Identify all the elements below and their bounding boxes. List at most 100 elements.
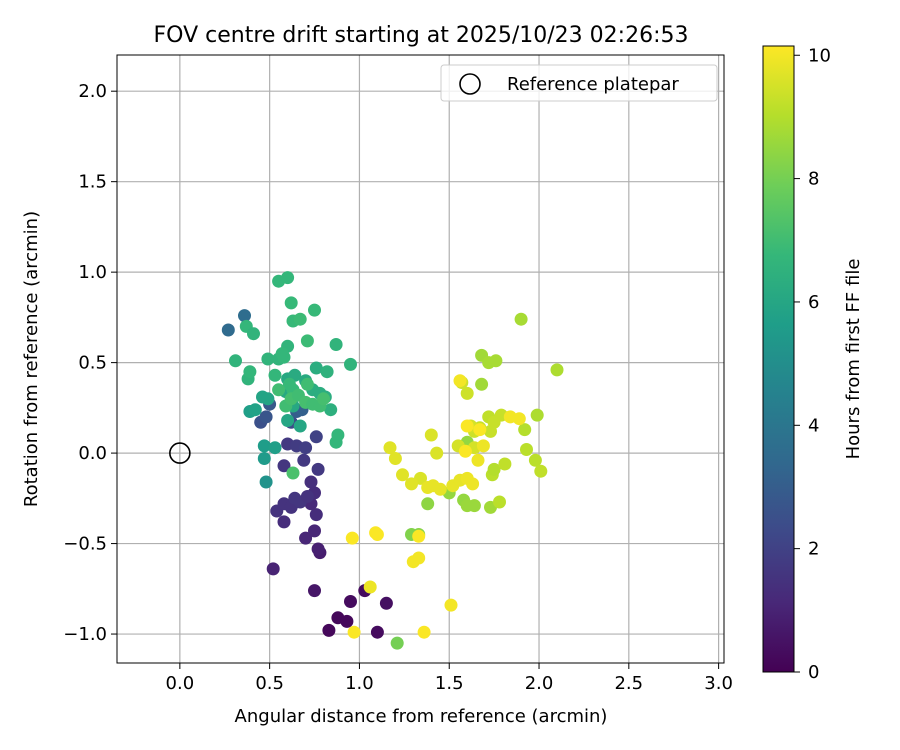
grid-lines	[117, 55, 724, 663]
data-point	[286, 466, 300, 480]
data-point	[247, 327, 260, 341]
data-point	[329, 338, 343, 351]
data-point	[308, 584, 321, 598]
legend-marker-reference	[459, 73, 481, 95]
y-tick-label: −1.0	[63, 624, 107, 645]
data-point	[458, 444, 472, 458]
data-point	[417, 625, 431, 639]
data-point	[471, 453, 485, 467]
data-point	[444, 598, 458, 612]
data-point	[277, 459, 291, 473]
data-point	[421, 497, 435, 511]
data-point	[476, 439, 490, 453]
data-point	[518, 423, 532, 437]
data-point	[534, 464, 548, 478]
data-point	[370, 528, 384, 541]
y-ticks: −1.0 −0.5 0.0 0.5 1.0 1.5 2.0	[63, 81, 117, 645]
data-point	[363, 580, 377, 594]
data-point	[460, 386, 474, 400]
data-point	[388, 452, 402, 465]
data-point	[248, 403, 262, 417]
data-point	[221, 323, 235, 337]
data-point	[293, 419, 307, 433]
data-point	[493, 495, 506, 509]
y-axis-label: Rotation from reference (arcmin)	[21, 211, 42, 507]
colorbar-label: Hours from first FF file	[843, 259, 864, 460]
data-point	[473, 423, 487, 437]
data-point	[277, 515, 291, 529]
data-point	[379, 596, 393, 610]
data-point	[299, 531, 313, 545]
data-point	[331, 428, 345, 442]
data-point	[309, 508, 323, 522]
data-point	[487, 462, 501, 476]
x-tick-label: 2.5	[614, 673, 643, 694]
data-point	[433, 482, 447, 496]
legend: Reference platepar	[440, 64, 718, 102]
data-point	[424, 428, 438, 442]
data-point	[514, 312, 528, 326]
data-point	[229, 354, 242, 368]
data-point	[489, 354, 503, 368]
y-tick-label: 1.0	[78, 262, 107, 283]
data-point	[324, 403, 338, 417]
reference-layer	[169, 442, 191, 464]
data-point	[370, 625, 384, 639]
data-point	[238, 309, 251, 323]
data-point	[460, 419, 474, 433]
data-point	[405, 477, 418, 491]
y-tick-label: −0.5	[63, 534, 107, 555]
data-point	[383, 441, 397, 455]
x-tick-label: 1.5	[435, 673, 464, 694]
data-point	[344, 595, 357, 608]
data-point	[281, 414, 295, 427]
data-point	[308, 524, 321, 538]
plot-frame	[116, 54, 725, 664]
data-point	[300, 334, 314, 348]
data-point	[309, 361, 323, 375]
data-point	[268, 441, 282, 455]
data-point	[412, 551, 426, 565]
data-point	[345, 531, 359, 545]
x-tick-label: 1.0	[345, 673, 374, 694]
data-point	[396, 468, 409, 482]
data-point	[266, 562, 280, 576]
data-point	[257, 439, 271, 453]
colorbar-tick-label: 8	[808, 169, 819, 190]
x-tick-label: 0.5	[255, 673, 284, 694]
data-point	[466, 477, 480, 491]
legend-label-reference: Reference platepar	[507, 74, 679, 95]
data-point	[484, 424, 497, 438]
colorbar-tick-label: 4	[808, 415, 819, 436]
data-point	[259, 410, 273, 424]
data-point	[520, 443, 533, 456]
colorbar: 0 2 4 6 8 10 Hours from first FF file	[762, 45, 864, 683]
data-point	[257, 452, 271, 465]
data-point	[299, 441, 313, 455]
colorbar-tick-label: 2	[808, 539, 819, 560]
chart-title: FOV centre drift starting at 2025/10/23 …	[154, 23, 689, 48]
data-point	[390, 636, 404, 650]
data-point	[243, 365, 257, 379]
data-point	[528, 453, 542, 467]
data-point	[259, 475, 273, 489]
y-tick-label: 0.5	[78, 353, 107, 374]
data-point	[550, 363, 564, 377]
data-point	[340, 614, 354, 628]
data-point	[309, 430, 323, 444]
data-point	[284, 296, 298, 310]
data-point	[498, 457, 512, 471]
data-point	[281, 271, 295, 285]
data-point	[467, 499, 481, 513]
x-axis-label: Angular distance from reference (arcmin)	[235, 706, 608, 727]
data-point	[322, 623, 336, 637]
data-point	[300, 490, 314, 503]
colorbar-tick-label: 0	[808, 662, 819, 683]
data-point	[261, 352, 275, 366]
data-point	[304, 475, 318, 489]
y-tick-label: 0.0	[78, 443, 107, 464]
data-point	[311, 542, 325, 556]
data-point	[412, 529, 426, 543]
data-points	[221, 271, 564, 650]
